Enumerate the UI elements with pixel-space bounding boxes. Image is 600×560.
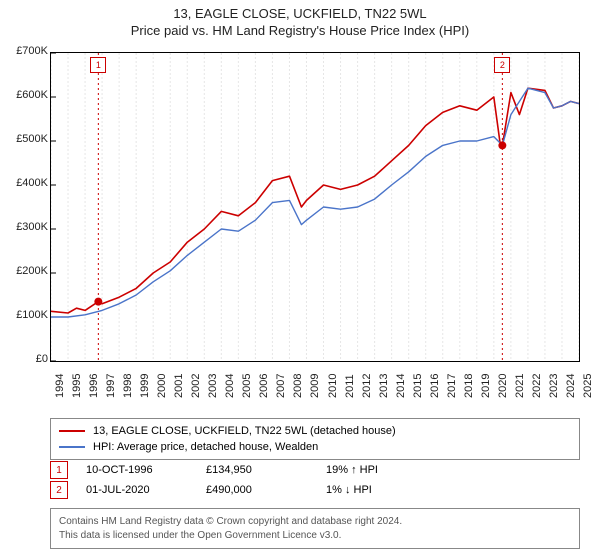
y-tick-label: £300K (2, 221, 48, 233)
x-tick-label: 2004 (224, 374, 236, 398)
x-tick-label: 2016 (429, 374, 441, 398)
legend-label: HPI: Average price, detached house, Weal… (93, 441, 318, 453)
x-tick-label: 2025 (582, 374, 594, 398)
x-tick-label: 2012 (361, 374, 373, 398)
x-tick-label: 1996 (88, 374, 100, 398)
x-tick-label: 2008 (292, 374, 304, 398)
x-tick-label: 2002 (190, 374, 202, 398)
x-tick-label: 2014 (395, 374, 407, 398)
x-tick-label: 2003 (207, 374, 219, 398)
x-tick-label: 2021 (514, 374, 526, 398)
titles: 13, EAGLE CLOSE, UCKFIELD, TN22 5WL Pric… (0, 0, 600, 38)
sale-marker-1: 1 (90, 57, 106, 73)
legend-swatch (59, 430, 85, 432)
x-tick-label: 2022 (531, 374, 543, 398)
y-tick-label: £500K (2, 133, 48, 145)
sales-row: 1 10-OCT-1996£134,95019% ↑ HPI (50, 460, 580, 480)
y-tick-label: £100K (2, 309, 48, 321)
sales-row-index: 2 (50, 481, 68, 499)
x-tick-label: 1999 (139, 374, 151, 398)
sales-table: 1 10-OCT-1996£134,95019% ↑ HPI 2 01-JUL-202… (50, 460, 580, 500)
y-tick-label: £400K (2, 177, 48, 189)
footer-line-1: Contains HM Land Registry data © Crown c… (59, 515, 571, 529)
x-tick-label: 1997 (105, 374, 117, 398)
x-tick-label: 1998 (122, 374, 134, 398)
x-tick-label: 2011 (344, 374, 356, 398)
x-tick-label: 2015 (412, 374, 424, 398)
x-tick-label: 2013 (378, 374, 390, 398)
sales-row: 2 01-JUL-2020£490,0001% ↓ HPI (50, 480, 580, 500)
legend-label: 13, EAGLE CLOSE, UCKFIELD, TN22 5WL (det… (93, 425, 396, 437)
x-tick-label: 2005 (241, 374, 253, 398)
x-tick-label: 1994 (54, 374, 66, 398)
x-tick-label: 1995 (71, 374, 83, 398)
chart-svg (51, 53, 579, 361)
x-tick-label: 2017 (446, 374, 458, 398)
x-tick-label: 2018 (463, 374, 475, 398)
x-tick-label: 2023 (548, 374, 560, 398)
x-tick-label: 2020 (497, 374, 509, 398)
footer-box: Contains HM Land Registry data © Crown c… (50, 508, 580, 549)
x-tick-label: 2006 (258, 374, 270, 398)
title-line-1: 13, EAGLE CLOSE, UCKFIELD, TN22 5WL (0, 6, 600, 21)
legend-item: 13, EAGLE CLOSE, UCKFIELD, TN22 5WL (det… (59, 423, 571, 439)
sales-row-price: £134,950 (206, 464, 326, 476)
y-tick-label: £700K (2, 45, 48, 57)
sales-row-index: 1 (50, 461, 68, 479)
footer-line-2: This data is licensed under the Open Gov… (59, 529, 571, 543)
sales-row-delta: 19% ↑ HPI (326, 464, 446, 476)
x-tick-label: 2007 (275, 374, 287, 398)
x-tick-label: 2009 (309, 374, 321, 398)
sales-row-price: £490,000 (206, 484, 326, 496)
x-tick-label: 2000 (156, 374, 168, 398)
sale-marker-2: 2 (494, 57, 510, 73)
legend-swatch (59, 446, 85, 448)
x-tick-label: 2024 (565, 374, 577, 398)
y-tick-label: £200K (2, 265, 48, 277)
x-tick-label: 2001 (173, 374, 185, 398)
title-line-2: Price paid vs. HM Land Registry's House … (0, 23, 600, 38)
sales-row-date: 10-OCT-1996 (86, 464, 206, 476)
x-tick-label: 2019 (480, 374, 492, 398)
legend-box: 13, EAGLE CLOSE, UCKFIELD, TN22 5WL (det… (50, 418, 580, 460)
y-tick-label: £0 (2, 353, 48, 365)
x-tick-label: 2010 (327, 374, 339, 398)
figure-container: 13, EAGLE CLOSE, UCKFIELD, TN22 5WL Pric… (0, 0, 600, 560)
chart-plot-area: 12 (50, 52, 580, 362)
sales-row-date: 01-JUL-2020 (86, 484, 206, 496)
sales-row-delta: 1% ↓ HPI (326, 484, 446, 496)
legend-item: HPI: Average price, detached house, Weal… (59, 439, 571, 455)
y-tick-label: £600K (2, 89, 48, 101)
